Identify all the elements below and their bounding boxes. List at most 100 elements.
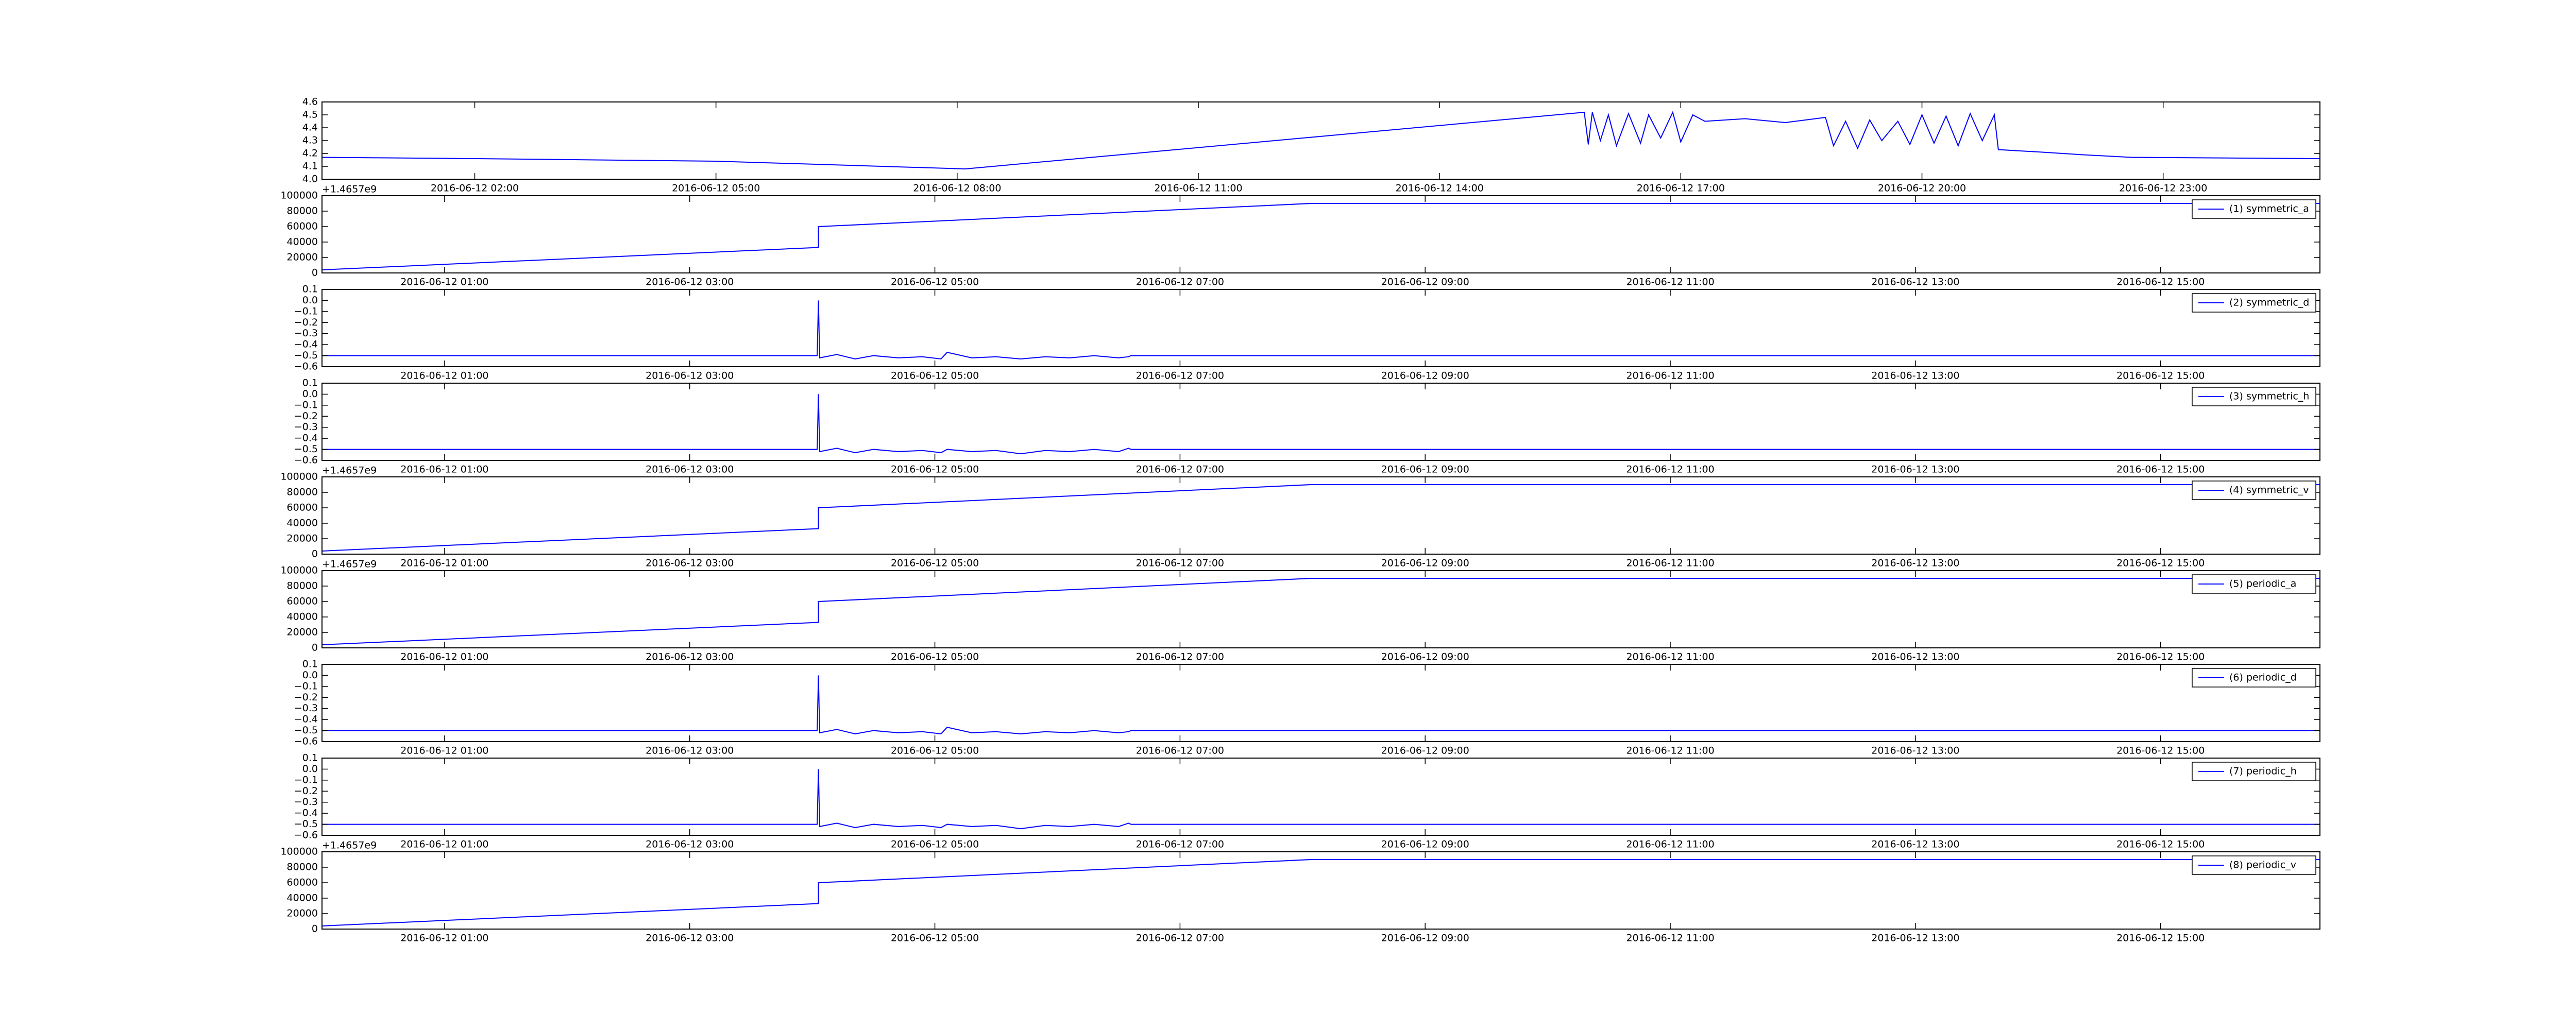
x-tick-label: 2016-06-12 07:00 xyxy=(1136,558,1224,569)
y-tick-label: −0.5 xyxy=(294,350,318,361)
x-tick-label: 2016-06-12 11:00 xyxy=(1626,558,1714,569)
x-tick-label: 2016-06-12 13:00 xyxy=(1871,651,1959,663)
x-tick-label: 2016-06-12 09:00 xyxy=(1381,558,1469,569)
y-offset-label: +1.4657e9 xyxy=(322,184,377,195)
x-tick-label: 2016-06-12 11:00 xyxy=(1626,745,1714,757)
y-tick-label: 0 xyxy=(312,267,318,279)
x-tick-label: 2016-06-12 05:00 xyxy=(891,745,979,757)
data-line xyxy=(322,394,2320,455)
y-tick-label: −0.3 xyxy=(294,796,318,808)
x-tick-label: 2016-06-12 01:00 xyxy=(400,933,488,944)
y-tick-label: −0.6 xyxy=(294,361,318,372)
y-tick-label: −0.1 xyxy=(294,680,318,692)
x-tick-label: 2016-06-12 02:00 xyxy=(431,183,519,194)
x-tick-label: 2016-06-12 13:00 xyxy=(1871,745,1959,757)
x-tick-label: 2016-06-12 15:00 xyxy=(2116,370,2205,382)
x-tick-label: 2016-06-12 11:00 xyxy=(1154,183,1242,194)
x-tick-label: 2016-06-12 01:00 xyxy=(400,839,488,850)
y-tick-label: −0.3 xyxy=(294,702,318,714)
y-tick-label: 100000 xyxy=(280,846,318,857)
y-tick-label: 60000 xyxy=(287,877,318,888)
x-tick-label: 2016-06-12 03:00 xyxy=(646,464,734,475)
y-tick-label: −0.1 xyxy=(294,774,318,785)
x-tick-label: 2016-06-12 09:00 xyxy=(1381,464,1469,475)
legend-label: (7) periodic_h xyxy=(2229,766,2297,777)
x-tick-label: 2016-06-12 11:00 xyxy=(1626,651,1714,663)
y-tick-label: −0.5 xyxy=(294,725,318,736)
y-tick-label: 0.1 xyxy=(302,752,318,764)
x-tick-label: 2016-06-12 07:00 xyxy=(1136,839,1224,850)
x-tick-label: 2016-06-12 23:00 xyxy=(2119,183,2207,194)
axes-frame xyxy=(321,195,2320,273)
y-offset-label: +1.4657e9 xyxy=(322,559,377,570)
y-tick-label: 4.4 xyxy=(302,122,318,133)
x-tick-label: 2016-06-12 20:00 xyxy=(1878,183,1966,194)
x-tick-label: 2016-06-12 01:00 xyxy=(400,464,488,475)
y-tick-label: −0.4 xyxy=(294,808,318,819)
x-tick-label: 2016-06-12 09:00 xyxy=(1381,933,1469,944)
axes-frame xyxy=(321,476,2320,555)
y-tick-label: 20000 xyxy=(287,627,318,638)
x-tick-label: 2016-06-12 13:00 xyxy=(1871,464,1959,475)
x-tick-label: 2016-06-12 15:00 xyxy=(2116,277,2205,288)
x-tick-label: 2016-06-12 11:00 xyxy=(1626,277,1714,288)
x-tick-label: 2016-06-12 05:00 xyxy=(672,183,760,194)
y-tick-label: −0.6 xyxy=(294,830,318,841)
y-tick-label: 0.1 xyxy=(302,659,318,670)
legend-label: (2) symmetric_d xyxy=(2229,297,2309,308)
data-line xyxy=(322,675,2320,735)
y-tick-label: 40000 xyxy=(287,236,318,248)
y-tick-label: 80000 xyxy=(287,862,318,873)
x-tick-label: 2016-06-12 03:00 xyxy=(646,651,734,663)
x-tick-label: 2016-06-12 05:00 xyxy=(891,464,979,475)
axes-frame xyxy=(321,758,2320,836)
legend-label: (3) symmetric_h xyxy=(2229,391,2309,402)
x-tick-label: 2016-06-12 17:00 xyxy=(1637,183,1725,194)
data-line xyxy=(322,769,2320,830)
data-line xyxy=(321,859,2320,926)
y-tick-label: 0.1 xyxy=(302,284,318,295)
y-tick-label: 0 xyxy=(312,548,318,560)
y-tick-label: 0.0 xyxy=(302,295,318,306)
x-tick-label: 2016-06-12 03:00 xyxy=(646,745,734,757)
y-offset-label: +1.4657e9 xyxy=(322,465,377,476)
y-tick-label: 4.5 xyxy=(302,109,318,121)
y-tick-label: 0 xyxy=(312,923,318,935)
axes-frame xyxy=(321,851,2320,930)
legend-label: (4) symmetric_v xyxy=(2229,485,2309,496)
x-tick-label: 2016-06-12 09:00 xyxy=(1381,651,1469,663)
x-tick-label: 2016-06-12 14:00 xyxy=(1396,183,1484,194)
x-tick-label: 2016-06-12 11:00 xyxy=(1626,464,1714,475)
y-tick-label: 20000 xyxy=(287,533,318,544)
y-tick-label: −0.4 xyxy=(294,433,318,444)
x-tick-label: 2016-06-12 01:00 xyxy=(400,651,488,663)
y-tick-label: 0 xyxy=(312,642,318,654)
x-tick-label: 2016-06-12 05:00 xyxy=(891,277,979,288)
x-tick-label: 2016-06-12 01:00 xyxy=(400,745,488,757)
legend-label: (5) periodic_a xyxy=(2229,578,2296,590)
x-tick-label: 2016-06-12 08:00 xyxy=(913,183,1001,194)
y-tick-label: 80000 xyxy=(287,205,318,217)
data-line xyxy=(321,484,2320,552)
x-tick-label: 2016-06-12 07:00 xyxy=(1136,370,1224,382)
x-tick-label: 2016-06-12 13:00 xyxy=(1871,839,1959,850)
x-tick-label: 2016-06-12 15:00 xyxy=(2116,839,2205,850)
x-tick-label: 2016-06-12 15:00 xyxy=(2116,651,2205,663)
y-tick-label: 4.1 xyxy=(302,161,318,172)
y-tick-label: 40000 xyxy=(287,518,318,529)
x-tick-label: 2016-06-12 03:00 xyxy=(646,933,734,944)
x-tick-label: 2016-06-12 01:00 xyxy=(400,277,488,288)
legend-label: (1) symmetric_a xyxy=(2229,203,2309,215)
y-tick-label: −0.2 xyxy=(294,785,318,797)
y-tick-label: 60000 xyxy=(287,596,318,607)
x-tick-label: 2016-06-12 11:00 xyxy=(1626,933,1714,944)
x-tick-label: 2016-06-12 01:00 xyxy=(400,370,488,382)
y-tick-label: −0.3 xyxy=(294,328,318,339)
y-tick-label: 40000 xyxy=(287,892,318,904)
x-tick-label: 2016-06-12 05:00 xyxy=(891,651,979,663)
axes-frame xyxy=(321,383,2320,461)
x-tick-label: 2016-06-12 05:00 xyxy=(891,558,979,569)
x-tick-label: 2016-06-12 15:00 xyxy=(2116,745,2205,757)
y-tick-label: 4.0 xyxy=(302,174,318,185)
